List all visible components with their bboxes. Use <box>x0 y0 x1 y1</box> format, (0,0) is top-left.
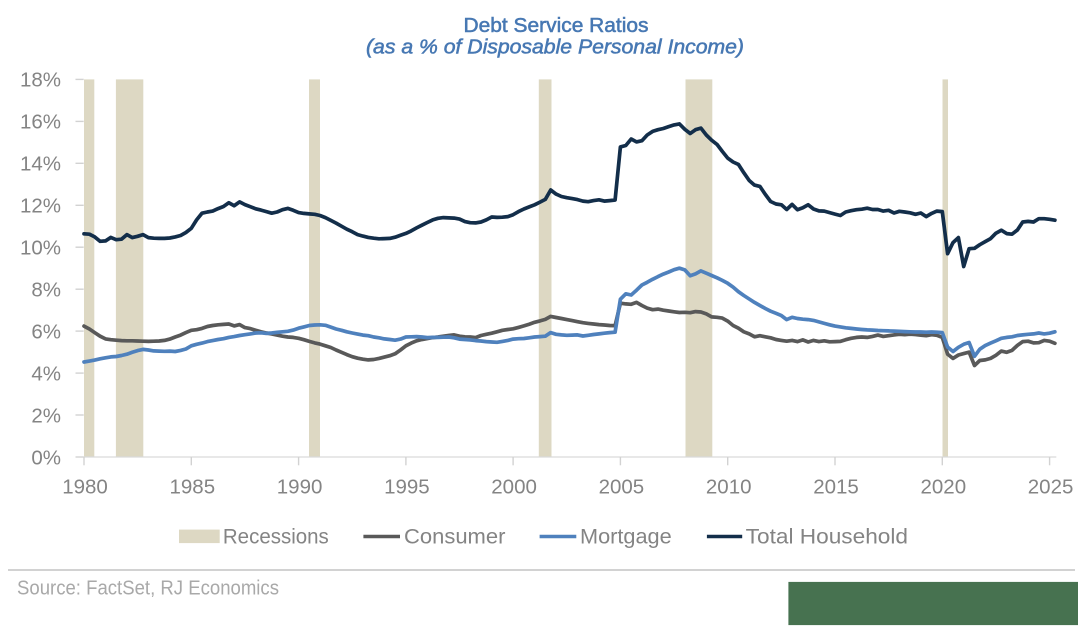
svg-text:1980: 1980 <box>62 476 108 499</box>
svg-text:6%: 6% <box>31 320 61 343</box>
svg-text:10%: 10% <box>20 237 61 260</box>
svg-text:2010: 2010 <box>706 476 752 499</box>
svg-text:12%: 12% <box>20 195 61 218</box>
svg-text:18%: 18% <box>20 69 61 92</box>
svg-text:Consumer: Consumer <box>404 525 505 548</box>
svg-text:2025: 2025 <box>1028 476 1074 499</box>
svg-text:1990: 1990 <box>277 476 323 499</box>
svg-text:0%: 0% <box>31 446 61 469</box>
svg-text:2%: 2% <box>31 404 61 427</box>
svg-text:2000: 2000 <box>491 476 537 499</box>
svg-text:1995: 1995 <box>384 476 430 499</box>
svg-text:1985: 1985 <box>169 476 215 499</box>
svg-text:2005: 2005 <box>599 476 645 499</box>
svg-text:14%: 14% <box>20 153 61 176</box>
svg-text:16%: 16% <box>20 111 61 134</box>
svg-text:Debt Service Ratios: Debt Service Ratios <box>464 14 649 37</box>
svg-text:(as a % of Disposable Personal: (as a % of Disposable Personal Income) <box>366 36 744 59</box>
svg-text:Mortgage: Mortgage <box>580 525 672 548</box>
svg-text:8%: 8% <box>31 279 61 302</box>
svg-text:4%: 4% <box>31 362 61 385</box>
svg-text:Recessions: Recessions <box>223 525 329 548</box>
svg-text:2020: 2020 <box>920 476 966 499</box>
svg-text:2015: 2015 <box>813 476 859 499</box>
svg-text:Source: FactSet, RJ Economics: Source: FactSet, RJ Economics <box>17 577 279 600</box>
svg-text:Total Household: Total Household <box>746 525 908 548</box>
